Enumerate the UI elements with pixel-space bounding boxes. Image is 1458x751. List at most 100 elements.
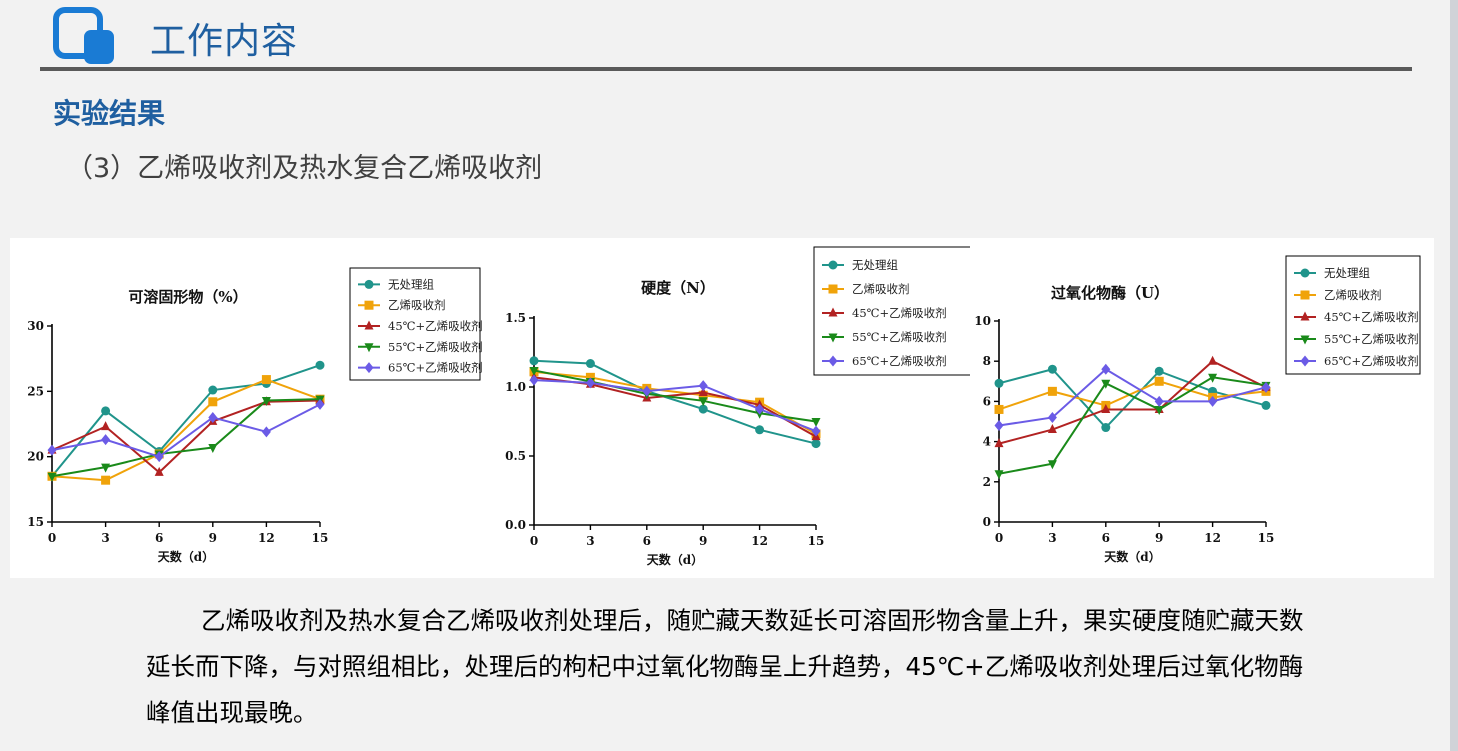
data-point (1154, 366, 1164, 376)
legend-marker (1300, 311, 1310, 321)
data-point (994, 420, 1004, 432)
data-point (698, 397, 708, 407)
legend-label: 无处理组 (852, 258, 898, 272)
data-point (811, 439, 821, 449)
legend-marker (1300, 290, 1310, 300)
data-point (755, 425, 765, 435)
series-line (998, 368, 1267, 427)
x-tick-label: 9 (1155, 531, 1163, 545)
y-tick-label: 0.5 (505, 449, 526, 463)
series-line (533, 376, 817, 438)
data-point (261, 426, 271, 438)
series-4 (47, 395, 325, 482)
x-axis-label: 天数（d） (647, 552, 703, 567)
legend-label: 无处理组 (1324, 266, 1370, 280)
y-tick-label: 0.0 (505, 518, 526, 532)
section-subtitle: （3）乙烯吸收剂及热水复合乙烯吸收剂 (66, 153, 543, 184)
data-point (1047, 460, 1057, 470)
data-point (1101, 363, 1111, 375)
x-tick-label: 3 (586, 534, 594, 548)
series-1 (994, 364, 1271, 433)
data-point (1101, 423, 1111, 433)
y-tick-label: 10 (974, 314, 991, 328)
data-point (755, 403, 765, 415)
series-line (51, 378, 321, 482)
x-tick-label: 12 (751, 534, 768, 548)
data-point (261, 375, 271, 385)
rounded-square-logo-icon (53, 7, 114, 64)
y-tick-label: 1.0 (505, 380, 526, 394)
legend-marker (1300, 268, 1310, 278)
x-axis-label: 天数（d） (1104, 549, 1160, 564)
data-point (585, 377, 595, 389)
data-point (101, 475, 111, 485)
legend-label: 65℃+乙烯吸收剂 (1324, 354, 1419, 368)
legend-label: 45℃+乙烯吸收剂 (852, 306, 947, 320)
legend-box (813, 246, 970, 376)
data-point (1261, 400, 1271, 410)
legend-label: 55℃+乙烯吸收剂 (1324, 332, 1419, 346)
legend-marker (828, 260, 838, 270)
x-tick-label: 0 (995, 531, 1003, 545)
legend-marker (1300, 355, 1310, 367)
series-5 (47, 398, 325, 463)
data-point (208, 411, 218, 423)
data-point (811, 425, 821, 437)
legend-marker (1300, 335, 1310, 345)
x-tick-label: 12 (1204, 531, 1221, 545)
data-point (698, 404, 708, 414)
series-line (51, 398, 321, 478)
x-tick-label: 3 (1048, 531, 1056, 545)
x-tick-label: 15 (1258, 531, 1275, 545)
data-point (698, 387, 708, 397)
y-tick-label: 8 (983, 354, 991, 368)
chart-title: 硬度（N） (641, 279, 715, 297)
series-5 (529, 374, 821, 437)
series-line (533, 359, 817, 445)
right-edge-strip (1450, 0, 1458, 751)
series-3 (994, 355, 1271, 448)
y-tick-label: 25 (27, 384, 44, 398)
y-tick-label: 20 (27, 450, 44, 464)
series-line (533, 369, 817, 423)
data-point (585, 359, 595, 369)
legend-label: 65℃+乙烯吸收剂 (852, 354, 947, 368)
series-line (998, 376, 1267, 475)
header: 工作内容 (40, 0, 1412, 74)
data-point (1208, 373, 1218, 383)
y-tick-label: 1.5 (505, 311, 526, 325)
data-point (994, 438, 1004, 448)
data-point (1047, 386, 1057, 396)
series-3 (47, 394, 325, 476)
data-point (529, 366, 539, 376)
data-point (154, 451, 164, 463)
series-line (533, 379, 817, 433)
data-point (1101, 403, 1111, 413)
x-tick-label: 12 (258, 531, 275, 545)
data-point (1208, 395, 1218, 407)
y-tick-label: 0 (983, 515, 991, 529)
y-tick-label: 6 (983, 394, 991, 408)
series-line (998, 360, 1267, 445)
legend-marker (364, 362, 374, 374)
conclusion-paragraph: 乙烯吸收剂及热水复合乙烯吸收剂处理后，随贮藏天数延长可溶固形物含量上升，果实硬度… (146, 606, 1304, 727)
legend-label: 45℃+乙烯吸收剂 (388, 319, 483, 333)
data-point (1261, 381, 1271, 393)
legend-marker (364, 320, 374, 330)
series-line (51, 399, 321, 474)
x-tick-label: 15 (312, 531, 329, 545)
x-tick-label: 9 (209, 531, 217, 545)
data-point (208, 397, 218, 407)
section-title: 实验结果 (53, 97, 166, 130)
series-line (51, 403, 321, 458)
legend-label: 乙烯吸收剂 (388, 298, 446, 312)
legend-label: 无处理组 (388, 277, 434, 291)
y-tick-label: 4 (983, 435, 991, 449)
data-point (208, 385, 218, 395)
data-point (698, 380, 708, 392)
data-point (585, 372, 595, 382)
